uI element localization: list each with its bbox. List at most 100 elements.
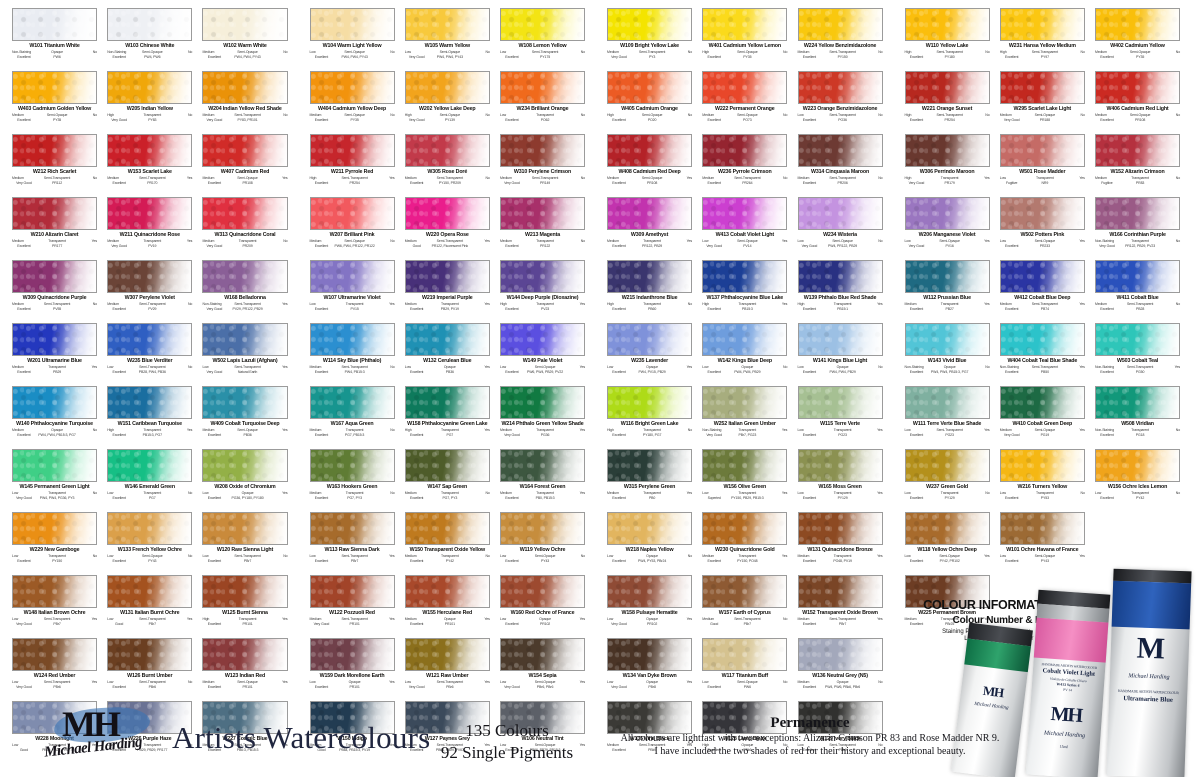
swatch-cell[interactable]: W235 Lavender Low Opaque Yes Excellent PW4, P… (607, 323, 692, 386)
colour-swatch[interactable] (797, 8, 883, 41)
colour-swatch[interactable] (1095, 8, 1181, 41)
swatch-cell[interactable]: W105 Warm Yellow Low Semi-Opaque No Very Goo… (404, 8, 490, 71)
swatch-cell[interactable]: W142 Kings Blue Deep Low Opaque No Excellent… (702, 323, 787, 386)
colour-swatch[interactable] (607, 323, 693, 356)
colour-swatch[interactable] (797, 197, 883, 230)
swatch-cell[interactable]: W153 Scarlet Lake Medium Semi-Transparent Y… (107, 134, 192, 197)
swatch-cell[interactable]: W128 Lamp Black High Opaque No Excellent PBk6 (702, 701, 787, 764)
colour-swatch[interactable] (107, 323, 193, 356)
colour-swatch[interactable] (607, 701, 693, 734)
colour-swatch[interactable] (309, 134, 395, 167)
swatch-cell[interactable]: W156 Ochre Icles Lemon Low Transparent No Ex… (1095, 449, 1180, 512)
swatch-cell[interactable]: W120 Raw Sienna Light Low Semi-Transparent… (202, 512, 288, 575)
swatch-cell[interactable]: W410 Cobalt Green Deep Medium Semi-Opaque Y… (999, 386, 1085, 449)
swatch-cell[interactable]: W108 Lemon Yellow Low Semi-Transparent No Ex… (499, 8, 585, 71)
colour-swatch[interactable] (202, 638, 288, 671)
colour-swatch[interactable] (107, 8, 193, 41)
colour-swatch[interactable] (404, 134, 490, 167)
swatch-cell[interactable]: W205 Indian Yellow High Transparent No Very … (107, 71, 192, 134)
swatch-cell[interactable]: W118 Yellow Ochre Deep Low Semi-Opaque Yes E… (904, 512, 990, 575)
swatch-cell[interactable]: W110 Yellow Lake High Semi-Transparent No Ex… (904, 8, 990, 71)
swatch-cell[interactable]: W229 New Gamboge Low Transparent No Excellen… (12, 512, 97, 575)
colour-swatch[interactable] (12, 386, 98, 419)
swatch-cell[interactable]: W149 Pale Violet Low Semi-Opaque Yes Excelle… (499, 323, 586, 386)
swatch-cell[interactable]: W150 Transparent Oxide Yellow Medium Trans… (404, 512, 490, 575)
swatch-cell[interactable]: W315 Perylene Green Medium Transparent Yes E… (607, 449, 692, 512)
swatch-cell[interactable]: W112 Prussian Blue Medium Transparent Yes Ex… (904, 260, 990, 323)
colour-swatch[interactable] (499, 701, 586, 734)
swatch-cell[interactable]: W405 Cadmium Orange High Semi-Opaque No Exce… (607, 71, 692, 134)
colour-swatch[interactable] (904, 449, 990, 482)
swatch-cell[interactable]: W508 Viridian Non-Staining Transparent No Ex… (1095, 386, 1180, 449)
colour-swatch[interactable] (499, 323, 586, 356)
colour-swatch[interactable] (309, 8, 395, 41)
colour-swatch[interactable] (309, 197, 395, 230)
colour-swatch[interactable] (404, 8, 490, 41)
swatch-cell[interactable]: W106 Neutral Tint Low Semi-Opaque Yes Excell… (499, 701, 586, 764)
colour-swatch[interactable] (499, 134, 586, 167)
colour-swatch[interactable] (499, 449, 586, 482)
colour-swatch[interactable] (999, 134, 1085, 167)
swatch-cell[interactable]: W204 Indian Yellow Red Shade Medium Semi-T… (202, 71, 288, 134)
colour-swatch[interactable] (12, 512, 98, 545)
colour-swatch[interactable] (202, 512, 288, 545)
swatch-cell[interactable]: W310 Perylene Crimson Medium Semi-Transpar… (499, 134, 586, 197)
swatch-cell[interactable]: W121 Raw Umber Low Semi-Transparent Yes Very… (404, 638, 490, 701)
colour-swatch[interactable] (702, 701, 788, 734)
colour-swatch[interactable] (1095, 260, 1181, 293)
colour-swatch[interactable] (499, 638, 586, 671)
swatch-cell[interactable]: W295 Scarlet Lake Light Medium Semi-Opaque… (999, 71, 1085, 134)
colour-swatch[interactable] (702, 260, 788, 293)
swatch-cell[interactable]: W206 Manganese Violet Low Semi-Opaque Yes Ve… (904, 197, 990, 260)
swatch-cell[interactable]: W136 Neutral Grey (N5) Medium Opaque No Exce… (797, 638, 883, 701)
swatch-cell[interactable]: W166 Corinthian Purple Non-Staining Transp… (1095, 197, 1180, 260)
swatch-cell[interactable]: W160 Red Ochre of France Low Opaque Yes Exce… (499, 575, 585, 638)
swatch-cell[interactable]: W313 Quinacridone Coral Medium Transparent… (202, 197, 288, 260)
colour-swatch[interactable] (202, 323, 288, 356)
colour-swatch[interactable] (607, 260, 693, 293)
colour-swatch[interactable] (999, 323, 1085, 356)
colour-swatch[interactable] (202, 134, 288, 167)
swatch-cell[interactable]: W413 Cobalt Violet Light Low Semi-Opaque Ye… (702, 197, 787, 260)
colour-swatch[interactable] (607, 71, 693, 104)
swatch-cell[interactable]: W406 Cadmium Red Light Medium Semi-Opaque N… (1095, 71, 1180, 134)
colour-swatch[interactable] (12, 197, 98, 230)
colour-swatch[interactable] (797, 575, 883, 608)
swatch-cell[interactable]: W154 Sepia Low Semi-Opaque Yes Very Good PBr6… (499, 638, 586, 701)
colour-swatch[interactable] (1095, 386, 1181, 419)
swatch-cell[interactable]: W224 Yellow Benzimidazolone Medium Semi-Tr… (797, 8, 883, 71)
swatch-cell[interactable]: W146 Emerald Green Low Transparent No Excell… (107, 449, 192, 512)
swatch-cell[interactable]: W307 Perylene Violet Medium Semi-Transpare… (107, 260, 192, 323)
swatch-cell[interactable]: W116 Bright Green Lake High Transparent No E… (607, 386, 692, 449)
swatch-cell[interactable]: W234 Wisteria Low Semi-Opaque No Very Good PW… (797, 197, 883, 260)
colour-swatch[interactable] (904, 323, 990, 356)
colour-swatch[interactable] (12, 71, 98, 104)
colour-swatch[interactable] (107, 638, 193, 671)
swatch-cell[interactable]: W156 Olive Green Low Transparent Yes Superie… (702, 449, 787, 512)
swatch-cell[interactable]: W402 Cadmium Yellow Medium Semi-Opaque No Ex… (1095, 8, 1180, 71)
swatch-cell[interactable]: W218 Naples Yellow Low Opaque No Excellent PW… (607, 512, 692, 575)
swatch-cell[interactable]: W412 Cobalt Blue Deep Medium Semi-Transpar… (999, 260, 1085, 323)
swatch-cell[interactable]: W134 Van Dyke Brown Low Opaque Yes Very Good… (607, 638, 692, 701)
colour-swatch[interactable] (309, 71, 395, 104)
swatch-cell[interactable]: W145 Permanent Green Light Low Transparent… (12, 449, 97, 512)
colour-swatch[interactable] (904, 386, 990, 419)
swatch-cell[interactable]: W225 Permanent Brown Medium Transparent Yes… (904, 575, 990, 638)
colour-swatch[interactable] (404, 701, 490, 734)
colour-swatch[interactable] (702, 323, 788, 356)
colour-swatch[interactable] (12, 8, 98, 41)
swatch-cell[interactable]: W503 Cobalt Teal Non-Staining Semi-Transpa… (1095, 323, 1180, 386)
colour-swatch[interactable] (309, 449, 395, 482)
colour-swatch[interactable] (309, 512, 395, 545)
swatch-cell[interactable]: W152 Alizarin Crimson Medium Transparent No… (1095, 134, 1180, 197)
colour-swatch[interactable] (999, 386, 1085, 419)
swatch-cell[interactable]: W122 Pozzuoli Red Medium Semi-Transparent Y… (309, 575, 395, 638)
colour-swatch[interactable] (702, 449, 788, 482)
colour-swatch[interactable] (797, 260, 883, 293)
swatch-cell[interactable]: W501 Rose Madder Low Transparent Yes Fugitiv… (999, 134, 1085, 197)
swatch-cell[interactable]: W309 Quinacridone Purple Medium Semi-Trans… (12, 260, 97, 323)
swatch-cell[interactable]: W407 Cadmium Red Medium Semi-Opaque Yes Exce… (202, 134, 288, 197)
colour-swatch[interactable] (904, 197, 990, 230)
colour-swatch[interactable] (499, 71, 586, 104)
colour-swatch[interactable] (12, 638, 98, 671)
